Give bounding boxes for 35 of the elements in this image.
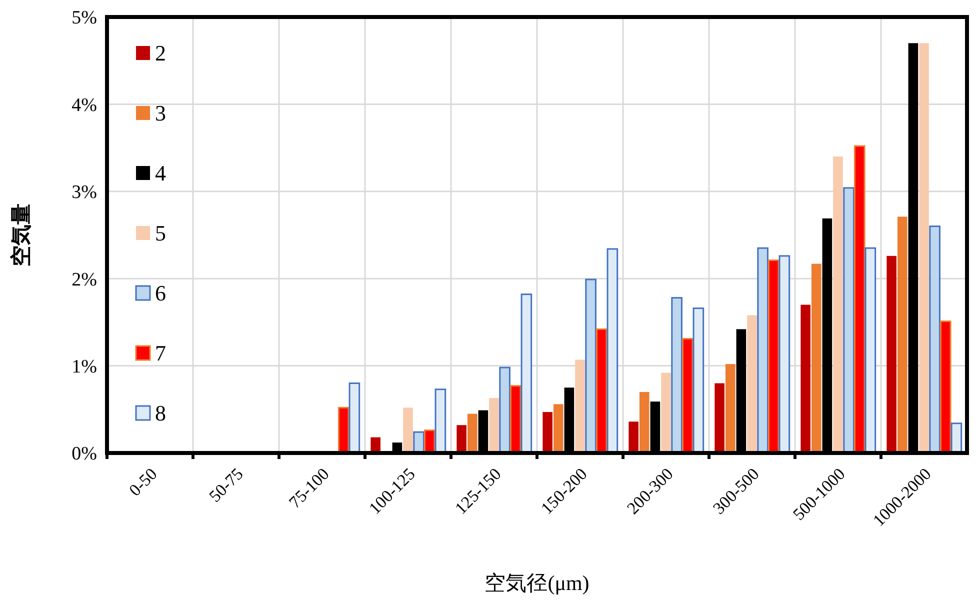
legend-label: 8 <box>155 400 166 426</box>
bar <box>628 422 638 453</box>
bar <box>811 264 822 453</box>
legend-label: 4 <box>155 160 166 186</box>
bar <box>800 304 810 453</box>
x-axis-title: 空気径(μm) <box>484 571 590 595</box>
y-tick-label: 2% <box>72 269 98 290</box>
bar <box>886 256 896 453</box>
bar <box>919 43 929 453</box>
bar <box>456 425 466 453</box>
bar <box>639 392 650 453</box>
x-tick-label: 0-50 <box>125 464 161 500</box>
y-tick-label: 3% <box>72 182 98 204</box>
bar <box>575 360 585 453</box>
bar <box>725 364 736 453</box>
bar <box>542 412 552 453</box>
bar <box>897 216 908 453</box>
y-tick-label: 1% <box>72 356 98 378</box>
y-tick-label: 4% <box>72 94 98 116</box>
bar <box>403 408 413 453</box>
bar <box>833 156 843 453</box>
legend-label: 3 <box>155 100 166 126</box>
bar <box>467 414 478 453</box>
legend-label: 2 <box>155 40 166 66</box>
bar <box>489 398 499 453</box>
legend-label: 5 <box>155 220 166 246</box>
legend-label: 6 <box>155 280 166 306</box>
y-axis-title: 空気量 <box>9 204 33 266</box>
bar <box>661 372 671 453</box>
y-tick-label: 5% <box>72 8 98 29</box>
bar <box>553 404 564 453</box>
y-tick-label: 0% <box>72 444 98 465</box>
bar <box>714 383 724 453</box>
legend-label: 7 <box>155 340 166 366</box>
bar <box>747 315 757 453</box>
